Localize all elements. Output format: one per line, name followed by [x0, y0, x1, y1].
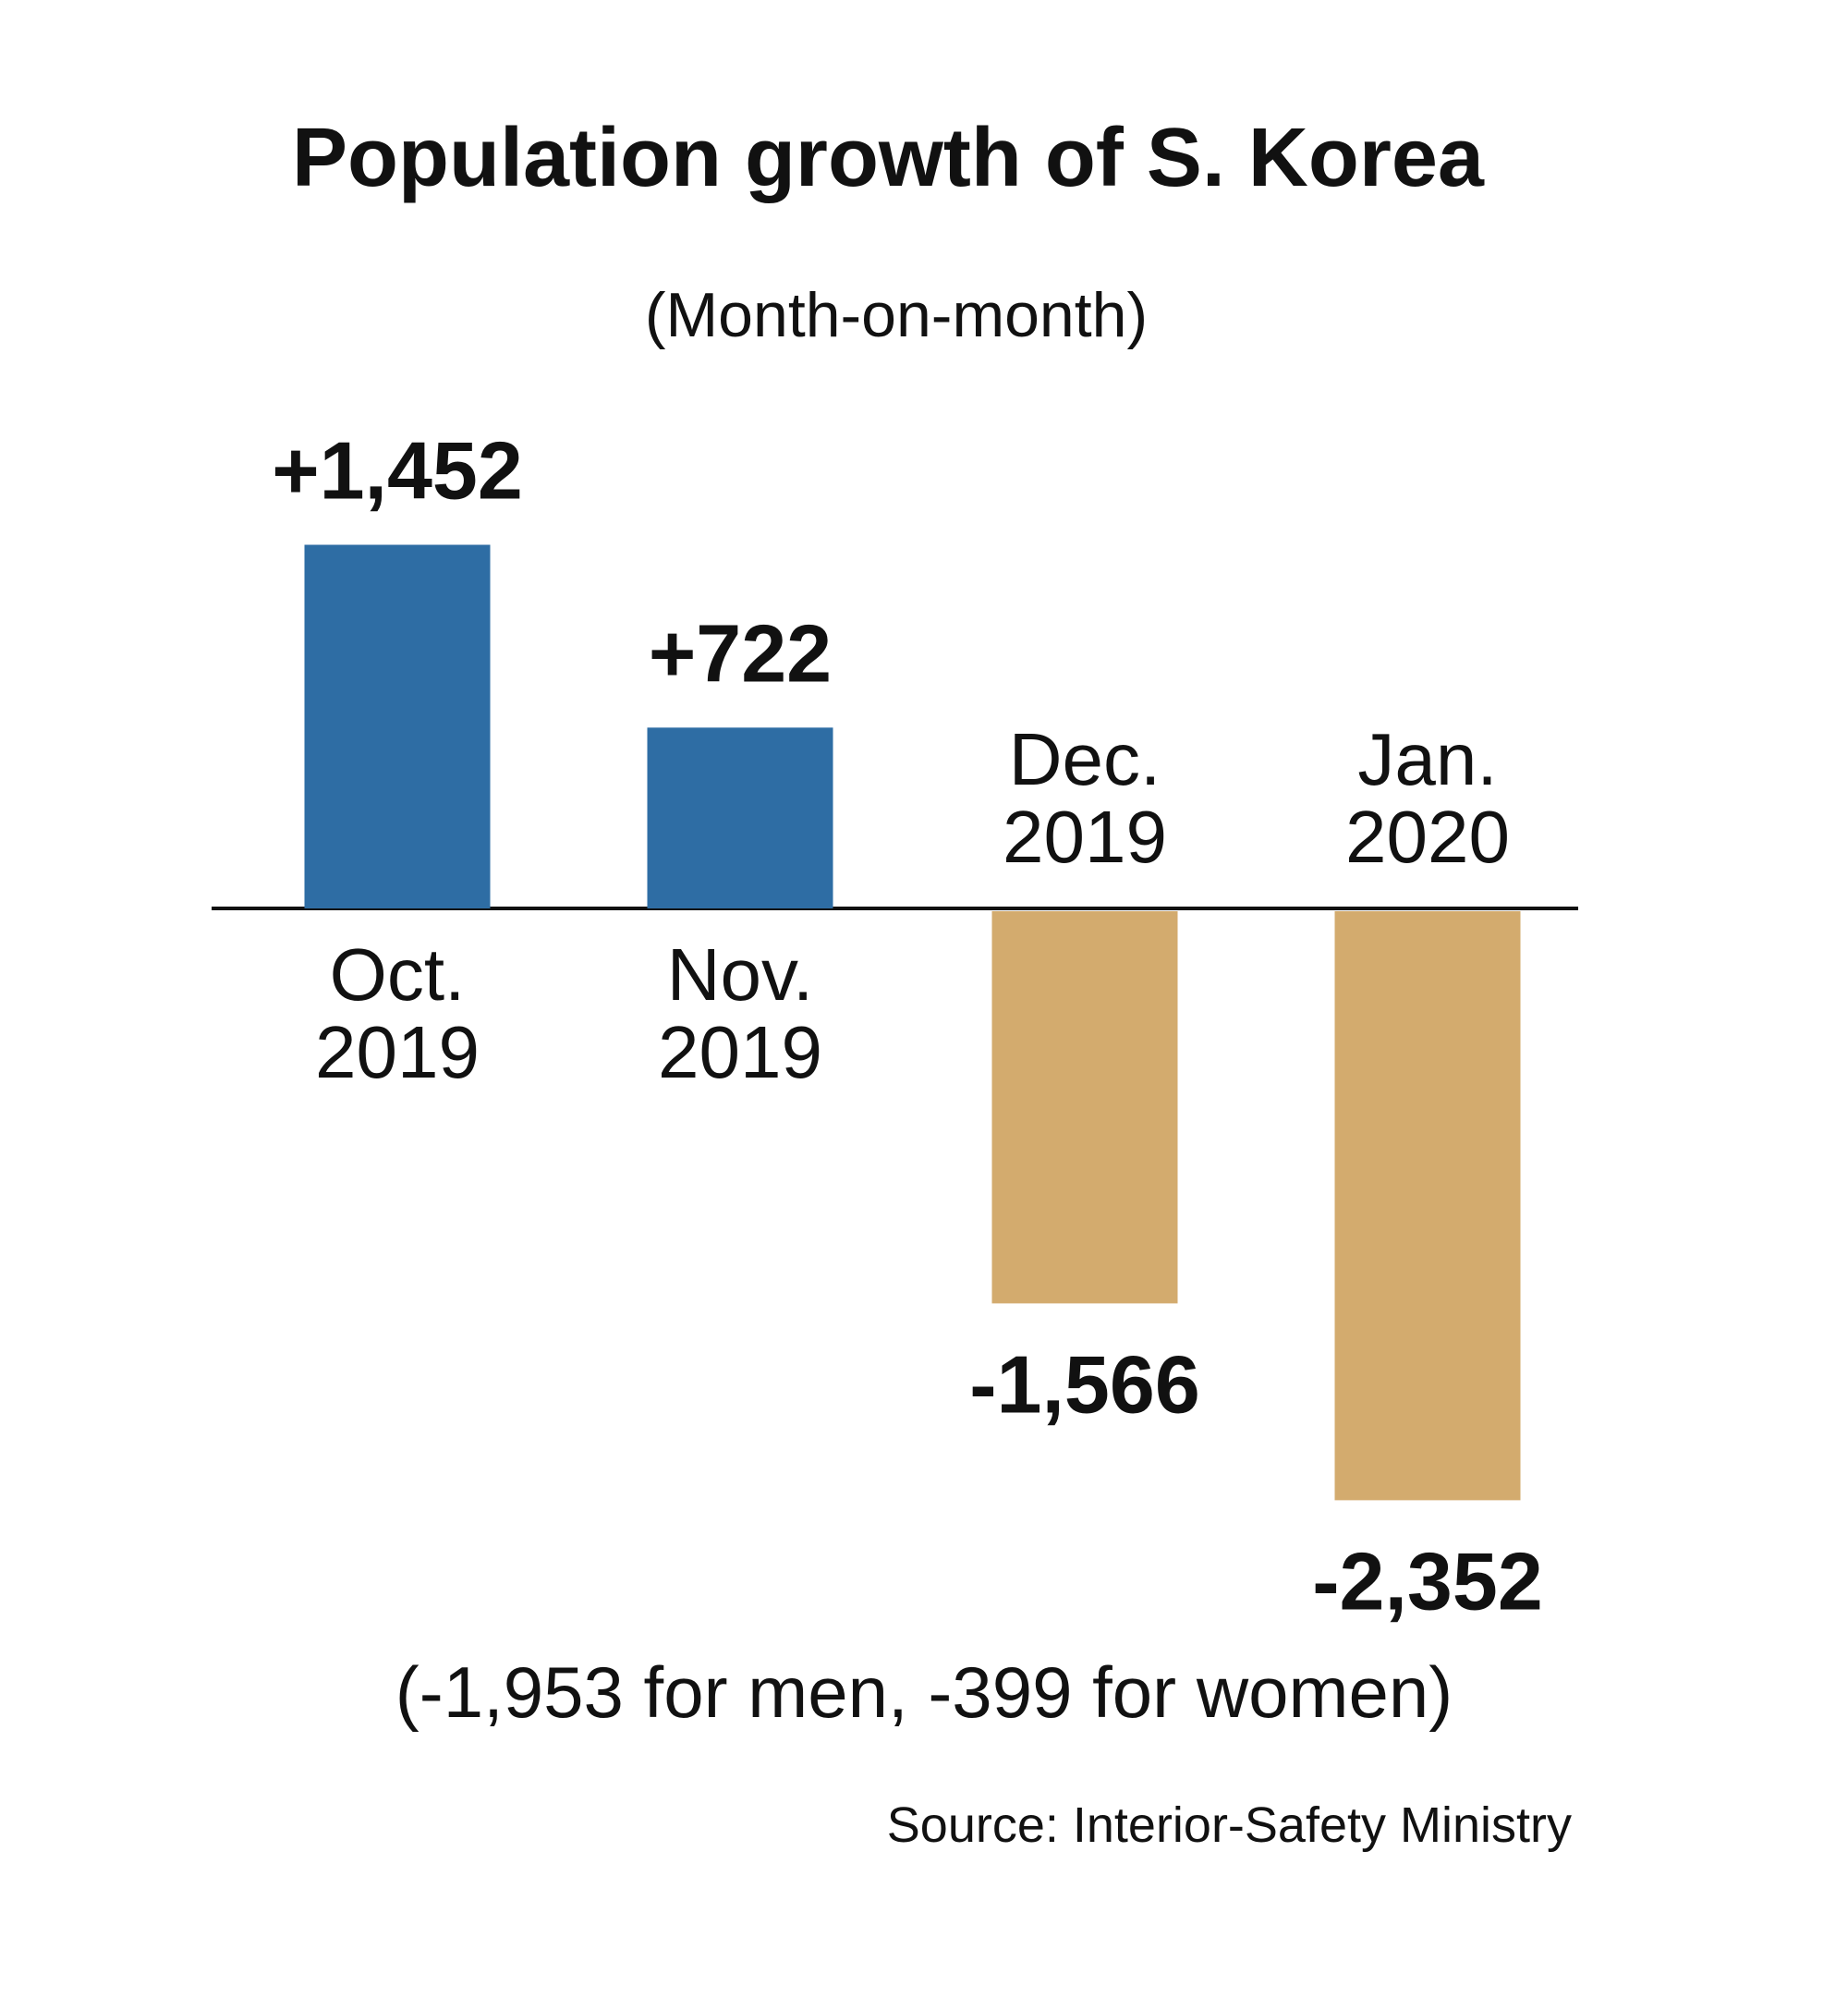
category-label: Nov. 2019 [658, 933, 822, 1093]
value-label: +722 [649, 607, 832, 699]
bar [647, 727, 833, 908]
bar [991, 911, 1178, 1304]
category-label: Jan. 2020 [1345, 718, 1510, 878]
annotation: (-1,953 for men, -399 for women) [395, 1651, 1453, 1733]
value-label: -1,566 [969, 1338, 1200, 1430]
value-label: +1,452 [272, 425, 523, 517]
category-label: Oct. 2019 [315, 933, 480, 1093]
bar [1334, 911, 1521, 1501]
source: Source: Interior-Safety Ministry [887, 1797, 1572, 1853]
category-label: Dec. 2019 [1003, 718, 1167, 878]
chart-title: Population growth of S. Korea [292, 112, 1485, 204]
value-label: -2,352 [1312, 1535, 1543, 1626]
chart-subtitle: (Month-on-month) [645, 280, 1148, 350]
bar [304, 544, 491, 908]
